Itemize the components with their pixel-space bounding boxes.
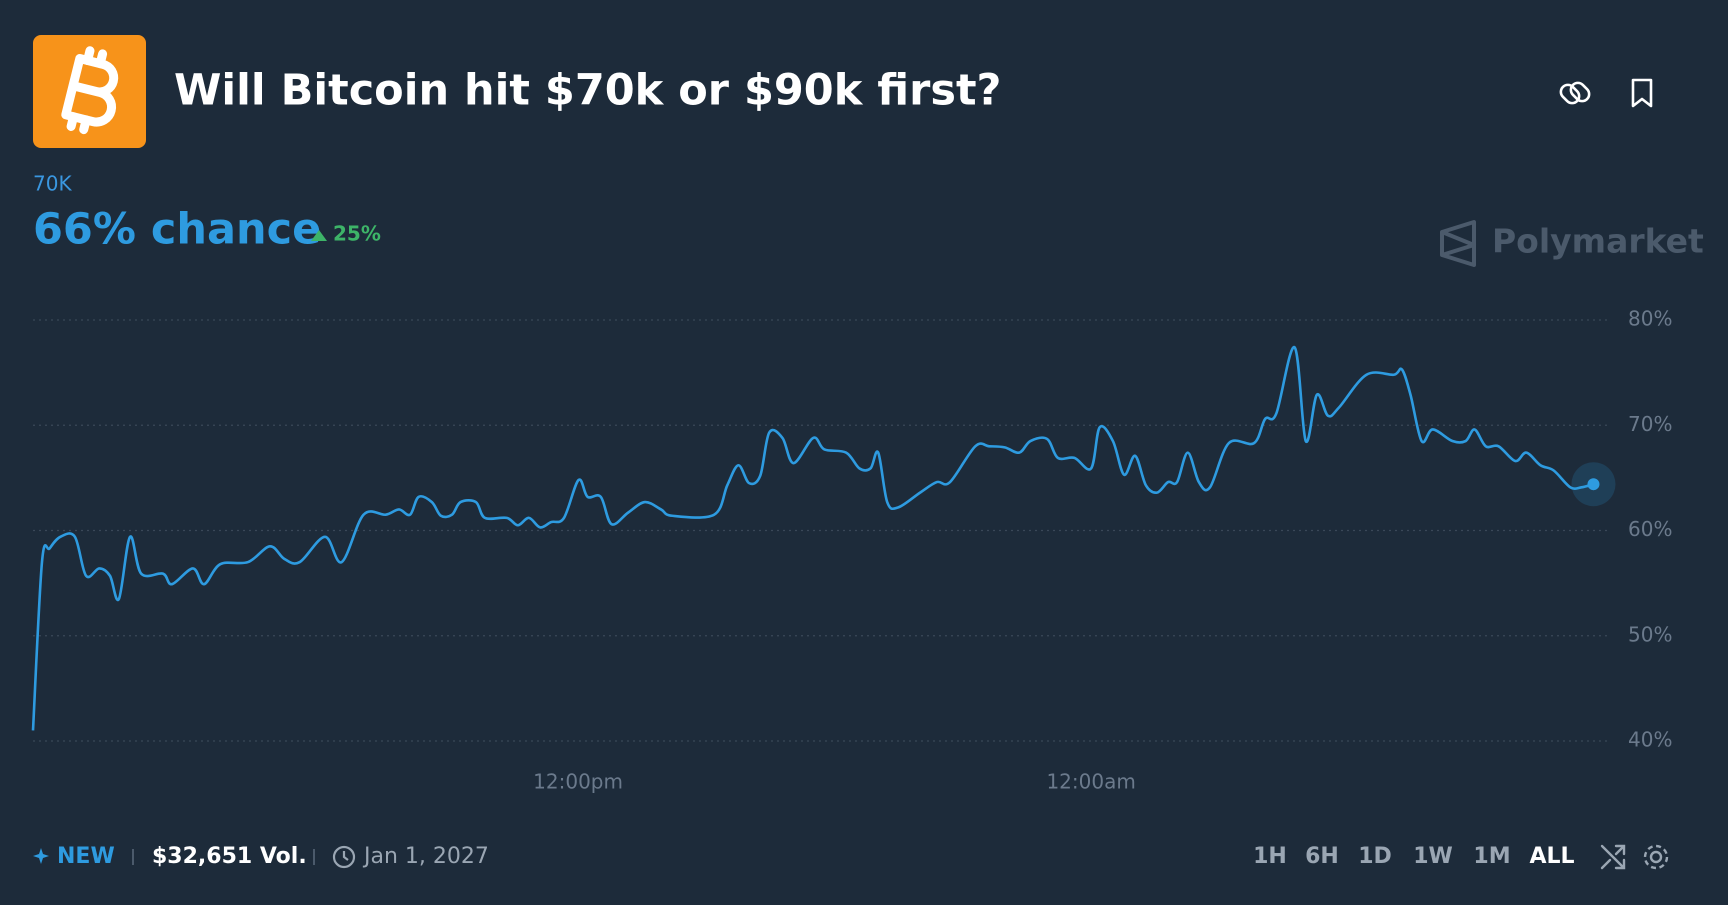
y-tick-label: 50% <box>1628 622 1672 646</box>
y-tick-label: 60% <box>1628 517 1672 541</box>
brand-name: Polymarket <box>1492 222 1704 261</box>
plot: 40% 50% 60% 70% 80% 12:00pm 12:00am <box>31 307 1672 794</box>
shuffle-icon[interactable] <box>1600 844 1626 870</box>
settings-icon[interactable] <box>1643 844 1669 870</box>
outcome-label: 70K <box>33 172 72 196</box>
y-tick-label: 80% <box>1628 307 1672 331</box>
price-line <box>31 346 1594 731</box>
timeframe-button[interactable]: 6H <box>1305 844 1339 869</box>
up-arrow <box>311 230 327 241</box>
timeframe-button[interactable]: ALL <box>1529 844 1574 869</box>
x-tick-label: 12:00pm <box>533 770 623 794</box>
bookmark-button[interactable] <box>1631 78 1653 108</box>
bitcoin-icon <box>33 35 146 148</box>
new-badge: NEW <box>57 844 115 869</box>
sparkle-icon <box>33 848 49 864</box>
volume: $32,651 Vol. <box>152 844 307 869</box>
footer: NEW $32,651 Vol. Jan 1, 2027 1H 6H 1D 1W 1M A… <box>33 844 1669 870</box>
y-tick-label: 40% <box>1628 728 1672 752</box>
end-date: Jan 1, 2027 <box>362 844 489 869</box>
title: Will Bitcoin hit $70k or $90k first? <box>174 66 1001 116</box>
timeframe-button[interactable]: 1M <box>1473 844 1510 869</box>
change: 25% <box>333 222 381 246</box>
chance: 66% chance <box>33 205 321 255</box>
clock-icon <box>332 845 356 869</box>
x-tick-label: 12:00am <box>1046 770 1135 794</box>
end-dot <box>1587 478 1600 491</box>
timeframe-button[interactable]: 1D <box>1358 844 1392 869</box>
brand-logo <box>1440 220 1476 267</box>
timeframe-button[interactable]: 1H <box>1253 844 1287 869</box>
link-button[interactable] <box>1558 80 1592 106</box>
timeframe-button[interactable]: 1W <box>1413 844 1453 869</box>
y-tick-label: 70% <box>1628 412 1672 436</box>
